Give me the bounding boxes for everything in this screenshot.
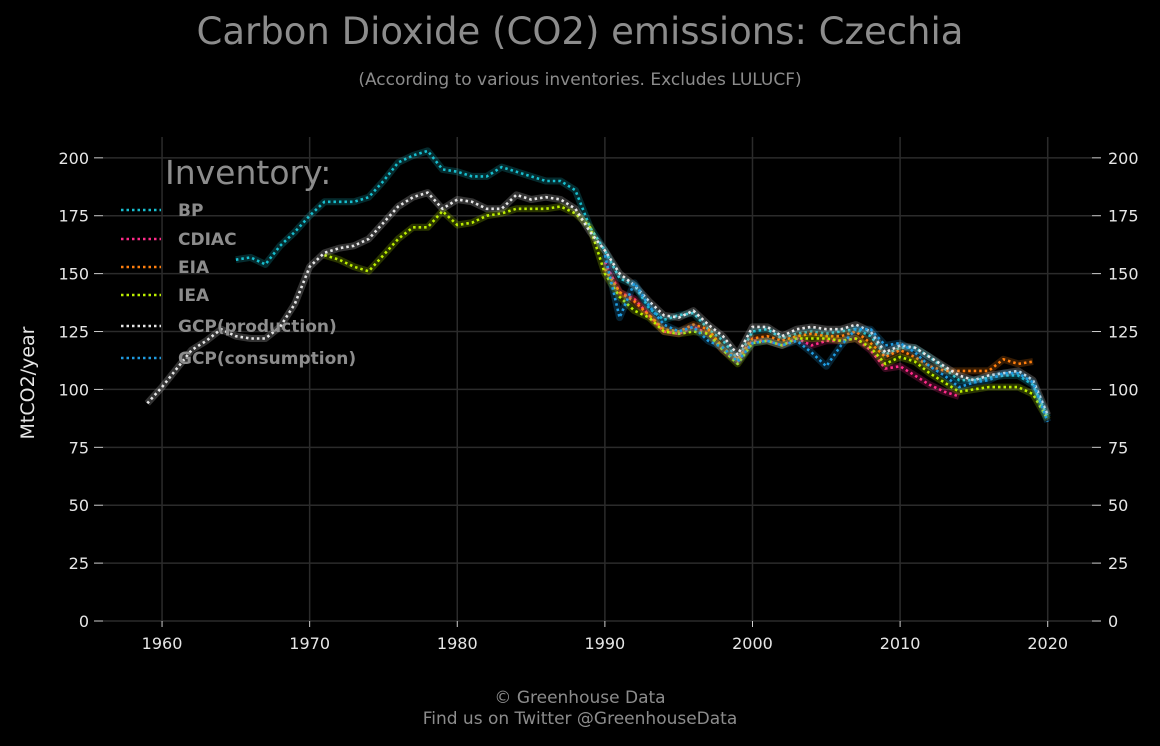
x-tick-label: 2020 [1027, 634, 1068, 653]
series-gcp-production- [144, 189, 1051, 417]
y-tick-label-left: 125 [58, 323, 89, 342]
grid [103, 137, 1092, 622]
y-tick-label-left: 200 [58, 149, 89, 168]
series-glow [235, 147, 1051, 419]
legend-label: EIA [178, 258, 210, 278]
legend-item: BP [121, 201, 203, 221]
legend-label: CDIAC [178, 230, 237, 250]
legend-item: GCP(production) [121, 317, 337, 337]
y-tick-label-right: 25 [1108, 554, 1128, 573]
y-tick-label-right: 75 [1108, 438, 1128, 457]
series-lines [144, 147, 1051, 424]
legend-label: BP [178, 201, 203, 221]
series-line [235, 149, 1049, 418]
chart-title: Carbon Dioxide (CO2) emissions: Czechia [196, 10, 964, 53]
y-tick-label-right: 100 [1108, 380, 1139, 399]
y-tick-label-right: 50 [1108, 496, 1128, 515]
series-line [146, 191, 1049, 416]
legend-item: CDIAC [121, 230, 237, 250]
x-tick-label: 1990 [585, 634, 626, 653]
y-tick-label-left: 0 [79, 612, 89, 631]
legend-label: GCP(production) [178, 317, 337, 337]
y-tick-label-left: 150 [58, 265, 89, 284]
y-tick-label-right: 125 [1108, 323, 1139, 342]
footer: © Greenhouse Data Find us on Twitter @Gr… [0, 688, 1160, 730]
legend-label: IEA [178, 286, 210, 306]
x-tick-label: 1960 [142, 634, 183, 653]
legend-item: EIA [121, 258, 210, 278]
y-tick-label-right: 0 [1108, 612, 1118, 631]
x-tick-label: 2010 [880, 634, 921, 653]
x-tick-label: 1970 [289, 634, 330, 653]
x-tick-label: 2000 [732, 634, 773, 653]
legend: Inventory: BP CDIAC EIA IEA GCP(production) GC… [121, 153, 356, 369]
chart-subtitle: (According to various inventories. Exclu… [358, 70, 802, 90]
y-tick-label-right: 150 [1108, 265, 1139, 284]
y-tick-label-left: 75 [69, 438, 89, 457]
legend-item: IEA [121, 286, 210, 306]
series-bp [235, 147, 1051, 419]
series-iea [323, 203, 1051, 422]
axes: 0 0 25 25 50 50 75 75 100 100 125 125 150 150 175 175 20… [58, 149, 1138, 653]
twitter-link[interactable]: Find us on Twitter @GreenhouseData [422, 709, 738, 729]
legend-item: GCP(consumption) [121, 349, 356, 369]
series-glow [144, 189, 1051, 417]
y-tick-label-right: 200 [1108, 149, 1139, 168]
y-tick-label-left: 50 [69, 496, 89, 515]
y-tick-label-left: 25 [69, 554, 89, 573]
y-tick-label-left: 100 [58, 380, 89, 399]
series-gcp-consumption- [601, 254, 1051, 424]
copyright-text: © Greenhouse Data [494, 688, 666, 708]
y-tick-label-left: 175 [58, 207, 89, 226]
legend-label: GCP(consumption) [178, 349, 356, 369]
series-line [324, 205, 1049, 421]
legend-title: Inventory: [165, 153, 331, 192]
y-tick-label-right: 175 [1108, 207, 1139, 226]
x-tick-label: 1980 [437, 634, 478, 653]
series-glow [601, 254, 1051, 424]
